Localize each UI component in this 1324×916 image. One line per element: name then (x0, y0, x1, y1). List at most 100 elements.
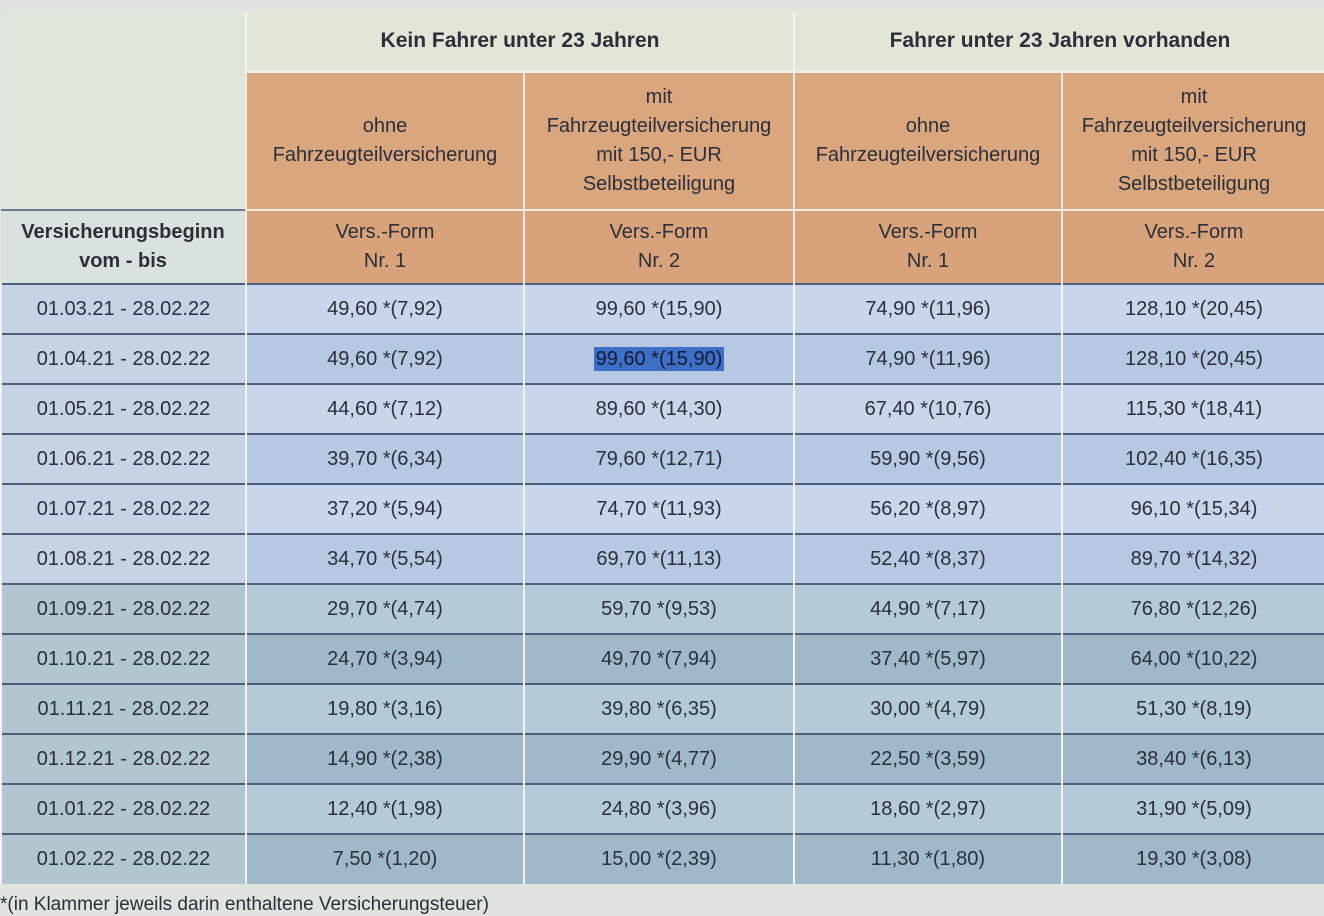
cell-text: 49,60 *(7,92) (327, 347, 443, 370)
table-row: 01.10.21 - 28.02.22 24,70 *(3,94) 49,70 *(… (0, 633, 1324, 684)
date-range-cell[interactable]: 01.08.21 - 28.02.22 (0, 533, 246, 584)
cell-text: 76,80 *(12,26) (1130, 597, 1258, 620)
subheader-line: Fahrzeugteilversicherung (272, 144, 498, 166)
cell-text: 31,90 *(5,09) (1136, 797, 1252, 820)
price-cell[interactable]: 38,40 *(6,13) (1061, 733, 1324, 784)
price-cell[interactable]: 115,30 *(18,41) (1061, 383, 1324, 434)
price-cell[interactable]: 99,60 *(15,90) (523, 283, 794, 334)
price-cell[interactable]: 15,00 *(2,39) (523, 833, 794, 884)
subheader-line: mit 150,- EUR (596, 144, 722, 166)
form-header-line: Nr. 2 (637, 250, 681, 272)
date-range-cell[interactable]: 01.01.22 - 28.02.22 (0, 783, 246, 834)
price-cell[interactable]: 22,50 *(3,59) (793, 733, 1062, 784)
price-cell[interactable]: 79,60 *(12,71) (523, 433, 794, 484)
price-cell[interactable]: 44,90 *(7,17) (793, 583, 1062, 634)
cell-text: 99,60 *(15,90) (595, 297, 723, 320)
subheader-line: mit (1180, 86, 1208, 108)
date-range-cell[interactable]: 01.04.21 - 28.02.22 (0, 333, 246, 384)
form-header-line: Vers.-Form (335, 221, 435, 243)
price-cell[interactable]: 64,00 *(10,22) (1061, 633, 1324, 684)
date-range-cell[interactable]: 01.11.21 - 28.02.22 (0, 683, 246, 734)
cell-text: 14,90 *(2,38) (327, 747, 443, 770)
group-header-no-young-driver: Kein Fahrer unter 23 Jahren (245, 12, 794, 72)
cell-text: 128,10 *(20,45) (1125, 347, 1263, 370)
date-range-cell[interactable]: 01.10.21 - 28.02.22 (0, 633, 246, 684)
cell-text: 67,40 *(10,76) (864, 397, 992, 420)
date-range-cell[interactable]: 01.05.21 - 28.02.22 (0, 383, 246, 434)
price-cell[interactable]: 37,40 *(5,97) (793, 633, 1062, 684)
cell-text: 18,60 *(2,97) (870, 797, 986, 820)
form-header-1: Vers.-Form Nr. 2 (523, 209, 794, 284)
price-cell[interactable]: 44,60 *(7,12) (245, 383, 524, 434)
price-cell[interactable]: 89,60 *(14,30) (523, 383, 794, 434)
table-body: 01.03.21 - 28.02.22 49,60 *(7,92) 99,60 *(… (0, 283, 1324, 884)
cell-text: 56,20 *(8,97) (870, 497, 986, 520)
cell-text: 22,50 *(3,59) (870, 747, 986, 770)
price-cell[interactable]: 89,70 *(14,32) (1061, 533, 1324, 584)
price-cell[interactable]: 76,80 *(12,26) (1061, 583, 1324, 634)
price-cell[interactable]: 37,20 *(5,94) (245, 483, 524, 534)
cell-text: 19,80 *(3,16) (327, 697, 443, 720)
cell-text: 01.09.21 - 28.02.22 (36, 597, 211, 620)
cell-text: 39,80 *(6,35) (601, 697, 717, 720)
cell-text: 11,30 *(1,80) (870, 848, 986, 870)
price-cell[interactable]: 69,70 *(11,13) (523, 533, 794, 584)
price-cell[interactable]: 39,80 *(6,35) (523, 683, 794, 734)
table-row: 01.05.21 - 28.02.22 44,60 *(7,12) 89,60 *(… (0, 383, 1324, 434)
date-range-cell[interactable]: 01.09.21 - 28.02.22 (0, 583, 246, 634)
cell-text: 19,30 *(3,08) (1136, 848, 1252, 870)
price-cell[interactable]: 67,40 *(10,76) (793, 383, 1062, 434)
price-cell[interactable]: 24,80 *(3,96) (523, 783, 794, 834)
subheader-3: mit Fahrzeugteilversicherung mit 150,- EUR… (1061, 70, 1324, 210)
price-cell[interactable]: 18,60 *(2,97) (793, 783, 1062, 834)
cell-text: 115,30 *(18,41) (1125, 397, 1263, 420)
price-cell[interactable]: 19,30 *(3,08) (1061, 833, 1324, 884)
date-range-cell[interactable]: 01.02.22 - 28.02.22 (0, 833, 246, 884)
form-header-line: Nr. 2 (1172, 250, 1216, 272)
price-cell[interactable]: 102,40 *(16,35) (1061, 433, 1324, 484)
subheader-line: Fahrzeugteilversicherung (546, 115, 772, 137)
price-cell[interactable]: 49,70 *(7,94) (523, 633, 794, 684)
price-cell[interactable]: 19,80 *(3,16) (245, 683, 524, 734)
price-cell[interactable]: 11,30 *(1,80) (793, 833, 1062, 884)
price-cell[interactable]: 49,60 *(7,92) (245, 333, 524, 384)
cell-text: 49,60 *(7,92) (327, 297, 443, 320)
price-cell[interactable]: 14,90 *(2,38) (245, 733, 524, 784)
table-row: 01.08.21 - 28.02.22 34,70 *(5,54) 69,70 *(… (0, 533, 1324, 584)
price-cell[interactable]: 128,10 *(20,45) (1061, 283, 1324, 334)
price-cell[interactable]: 74,70 *(11,93) (523, 483, 794, 534)
price-cell[interactable]: 59,70 *(9,53) (523, 583, 794, 634)
cell-text: 37,20 *(5,94) (327, 497, 443, 520)
price-cell[interactable]: 29,90 *(4,77) (523, 733, 794, 784)
price-cell[interactable]: 74,90 *(11,96) (793, 333, 1062, 384)
price-cell[interactable]: 74,90 *(11,96) (793, 283, 1062, 334)
price-cell[interactable]: 51,30 *(8,19) (1061, 683, 1324, 734)
price-cell[interactable]: 96,10 *(15,34) (1061, 483, 1324, 534)
price-cell[interactable]: 34,70 *(5,54) (245, 533, 524, 584)
subheader-line: ohne (362, 115, 408, 137)
price-cell[interactable]: 31,90 *(5,09) (1061, 783, 1324, 834)
subheader-line: Fahrzeugteilversicherung (1081, 115, 1307, 137)
price-cell[interactable]: 128,10 *(20,45) (1061, 333, 1324, 384)
price-cell[interactable]: 56,20 *(8,97) (793, 483, 1062, 534)
price-cell[interactable]: 24,70 *(3,94) (245, 633, 524, 684)
price-cell[interactable]: 52,40 *(8,37) (793, 533, 1062, 584)
cell-text: 52,40 *(8,37) (870, 547, 986, 570)
price-cell[interactable]: 29,70 *(4,74) (245, 583, 524, 634)
date-range-cell[interactable]: 01.07.21 - 28.02.22 (0, 483, 246, 534)
price-cell[interactable]: 49,60 *(7,92) (245, 283, 524, 334)
price-cell[interactable]: 30,00 *(4,79) (793, 683, 1062, 734)
form-header-line: Vers.-Form (609, 221, 709, 243)
date-range-cell[interactable]: 01.12.21 - 28.02.22 (0, 733, 246, 784)
price-cell[interactable]: 99,60 *(15,90) (523, 333, 794, 384)
price-cell[interactable]: 59,90 *(9,56) (793, 433, 1062, 484)
price-cell[interactable]: 39,70 *(6,34) (245, 433, 524, 484)
date-range-cell[interactable]: 01.03.21 - 28.02.22 (0, 283, 246, 334)
cell-text: 96,10 *(15,34) (1130, 497, 1258, 520)
date-range-cell[interactable]: 01.06.21 - 28.02.22 (0, 433, 246, 484)
cell-text: 74,90 *(11,96) (865, 297, 991, 320)
price-cell[interactable]: 7,50 *(1,20) (245, 833, 524, 884)
price-cell[interactable]: 12,40 *(1,98) (245, 783, 524, 834)
cell-text: 15,00 *(2,39) (601, 848, 717, 870)
cell-text: 51,30 *(8,19) (1136, 697, 1252, 720)
